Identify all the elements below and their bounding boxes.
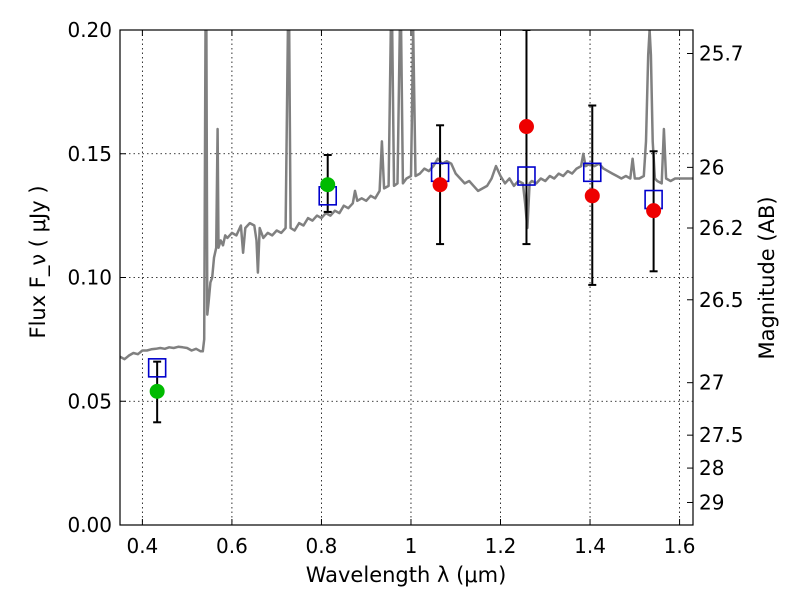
x-tick-label: 1 (405, 534, 418, 558)
model-photometry-square (517, 166, 536, 186)
x-tick-label: 1.6 (664, 534, 696, 558)
x-tick-label: 1.2 (485, 534, 517, 558)
y2-tick-label: 27 (699, 371, 724, 395)
x-axis-label: Wavelength λ (μm) (306, 563, 507, 587)
y-tick-label: 0.00 (67, 513, 112, 537)
x-tick-label: 1.4 (574, 534, 606, 558)
observed-point-red (584, 188, 600, 204)
observed-point-red (518, 119, 534, 135)
observed-point-green (149, 383, 165, 399)
y-axis-label: Flux F_ν ( μJy ) (26, 185, 51, 338)
observed-point-red (646, 203, 662, 219)
y2-tick-label: 27.5 (699, 423, 744, 447)
y2-tick-label: 26.2 (699, 216, 744, 240)
y-tick-label: 0.20 (67, 18, 112, 42)
x-tick-label: 0.4 (126, 534, 158, 558)
observed-point-green (320, 177, 336, 193)
y2-tick-label: 26.5 (699, 288, 744, 312)
model-photometry-square (147, 358, 167, 378)
axis-ticks: 0.4 0.6 0.8 1 1.2 1.4 1.6 0.00 0.05 0.10 0.15 0.20 2… (67, 18, 743, 558)
x-tick-label: 0.6 (216, 534, 248, 558)
y2-tick-label: 25.7 (699, 42, 744, 66)
observed-point-red (432, 177, 448, 193)
y2-axis-label: Magnitude (AB) (755, 196, 779, 359)
y-tick-label: 0.05 (67, 389, 112, 413)
y-tick-label: 0.15 (67, 142, 112, 166)
y-tick-label: 0.10 (67, 266, 112, 290)
model-photometry-square (582, 162, 602, 183)
y2-tick-label: 26 (699, 155, 724, 179)
y2-tick-label: 29 (699, 490, 724, 514)
plot-area (120, 30, 693, 424)
y2-tick-label: 28 (699, 456, 724, 480)
x-tick-label: 0.8 (306, 534, 338, 558)
